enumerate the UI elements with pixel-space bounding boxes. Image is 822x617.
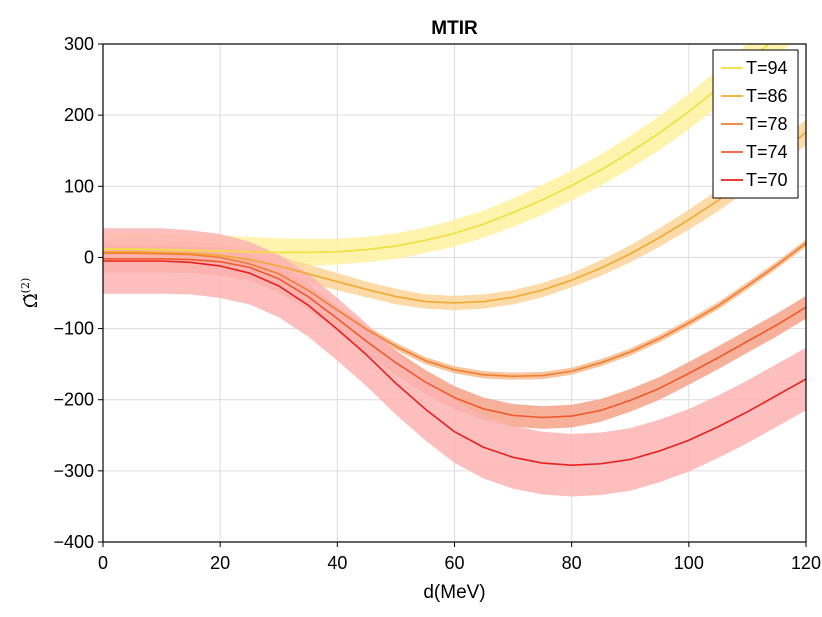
legend-label: T=78 (746, 114, 788, 134)
series-line-t-78 (103, 242, 806, 378)
y-axis-title: Ω̃(2) (19, 278, 42, 309)
legend-label: T=74 (746, 142, 788, 162)
tick-layer: 0 20 40 60 80 100 120 −400 −300 −200 −100 0 100 200 30… (53, 34, 821, 573)
series-line-t-86 (103, 131, 806, 304)
line-layer (103, 44, 806, 466)
x-tick-label: 0 (98, 553, 108, 573)
series-line-t-94 (103, 44, 770, 254)
y-tick-label: 200 (64, 105, 94, 125)
x-tick-label: 60 (444, 553, 464, 573)
y-tick-label: 300 (64, 34, 94, 54)
series-line-t-70 (103, 260, 806, 466)
y-tick-label: −100 (53, 319, 94, 339)
legend-label: T=86 (746, 86, 788, 106)
svg-text:Ω̃(2): Ω̃(2) (19, 278, 42, 309)
x-tick-label: 80 (562, 553, 582, 573)
x-axis-title: d(MeV) (423, 582, 485, 603)
y-axis-title-superscript: (2) (19, 278, 32, 294)
y-tick-label: 0 (84, 247, 94, 267)
error-band-t-70 (103, 228, 806, 497)
y-axis-title-symbol: Ω̃ (21, 293, 42, 308)
y-tick-label: −200 (53, 390, 94, 410)
legend-label: T=70 (746, 170, 788, 190)
legend-label: T=94 (746, 58, 788, 78)
y-tick-label: −400 (53, 532, 94, 552)
x-tick-label: 100 (674, 553, 704, 573)
chart-title: MTIR (431, 18, 478, 39)
series-line-t-74 (103, 258, 806, 419)
y-tick-label: 100 (64, 176, 94, 196)
y-tick-label: −300 (53, 461, 94, 481)
x-tick-label: 20 (210, 553, 230, 573)
legend: T=94 T=86 T=78 T=74 T=70 (712, 49, 799, 199)
x-tick-label: 40 (327, 553, 347, 573)
x-tick-label: 120 (791, 553, 821, 573)
